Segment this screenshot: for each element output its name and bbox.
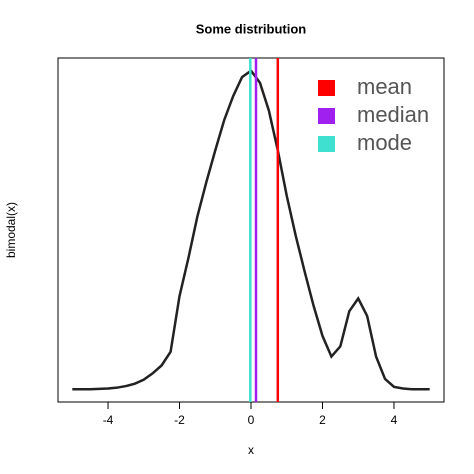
y-axis-label: bimodal(x) [4, 202, 18, 258]
x-tick-label: -4 [103, 413, 114, 427]
legend-swatch [318, 80, 335, 96]
x-tick-label: 2 [319, 413, 326, 427]
legend-label: median [357, 102, 429, 127]
legend-swatch [318, 136, 335, 152]
legend-swatch [318, 108, 335, 124]
x-tick-label: -2 [174, 413, 185, 427]
x-tick-label: 0 [248, 413, 255, 427]
chart-title: Some distribution [196, 21, 307, 36]
x-axis-label: x [248, 443, 254, 457]
x-tick-label: 4 [391, 413, 398, 427]
legend-label: mode [357, 130, 412, 155]
legend-label: mean [357, 74, 412, 99]
